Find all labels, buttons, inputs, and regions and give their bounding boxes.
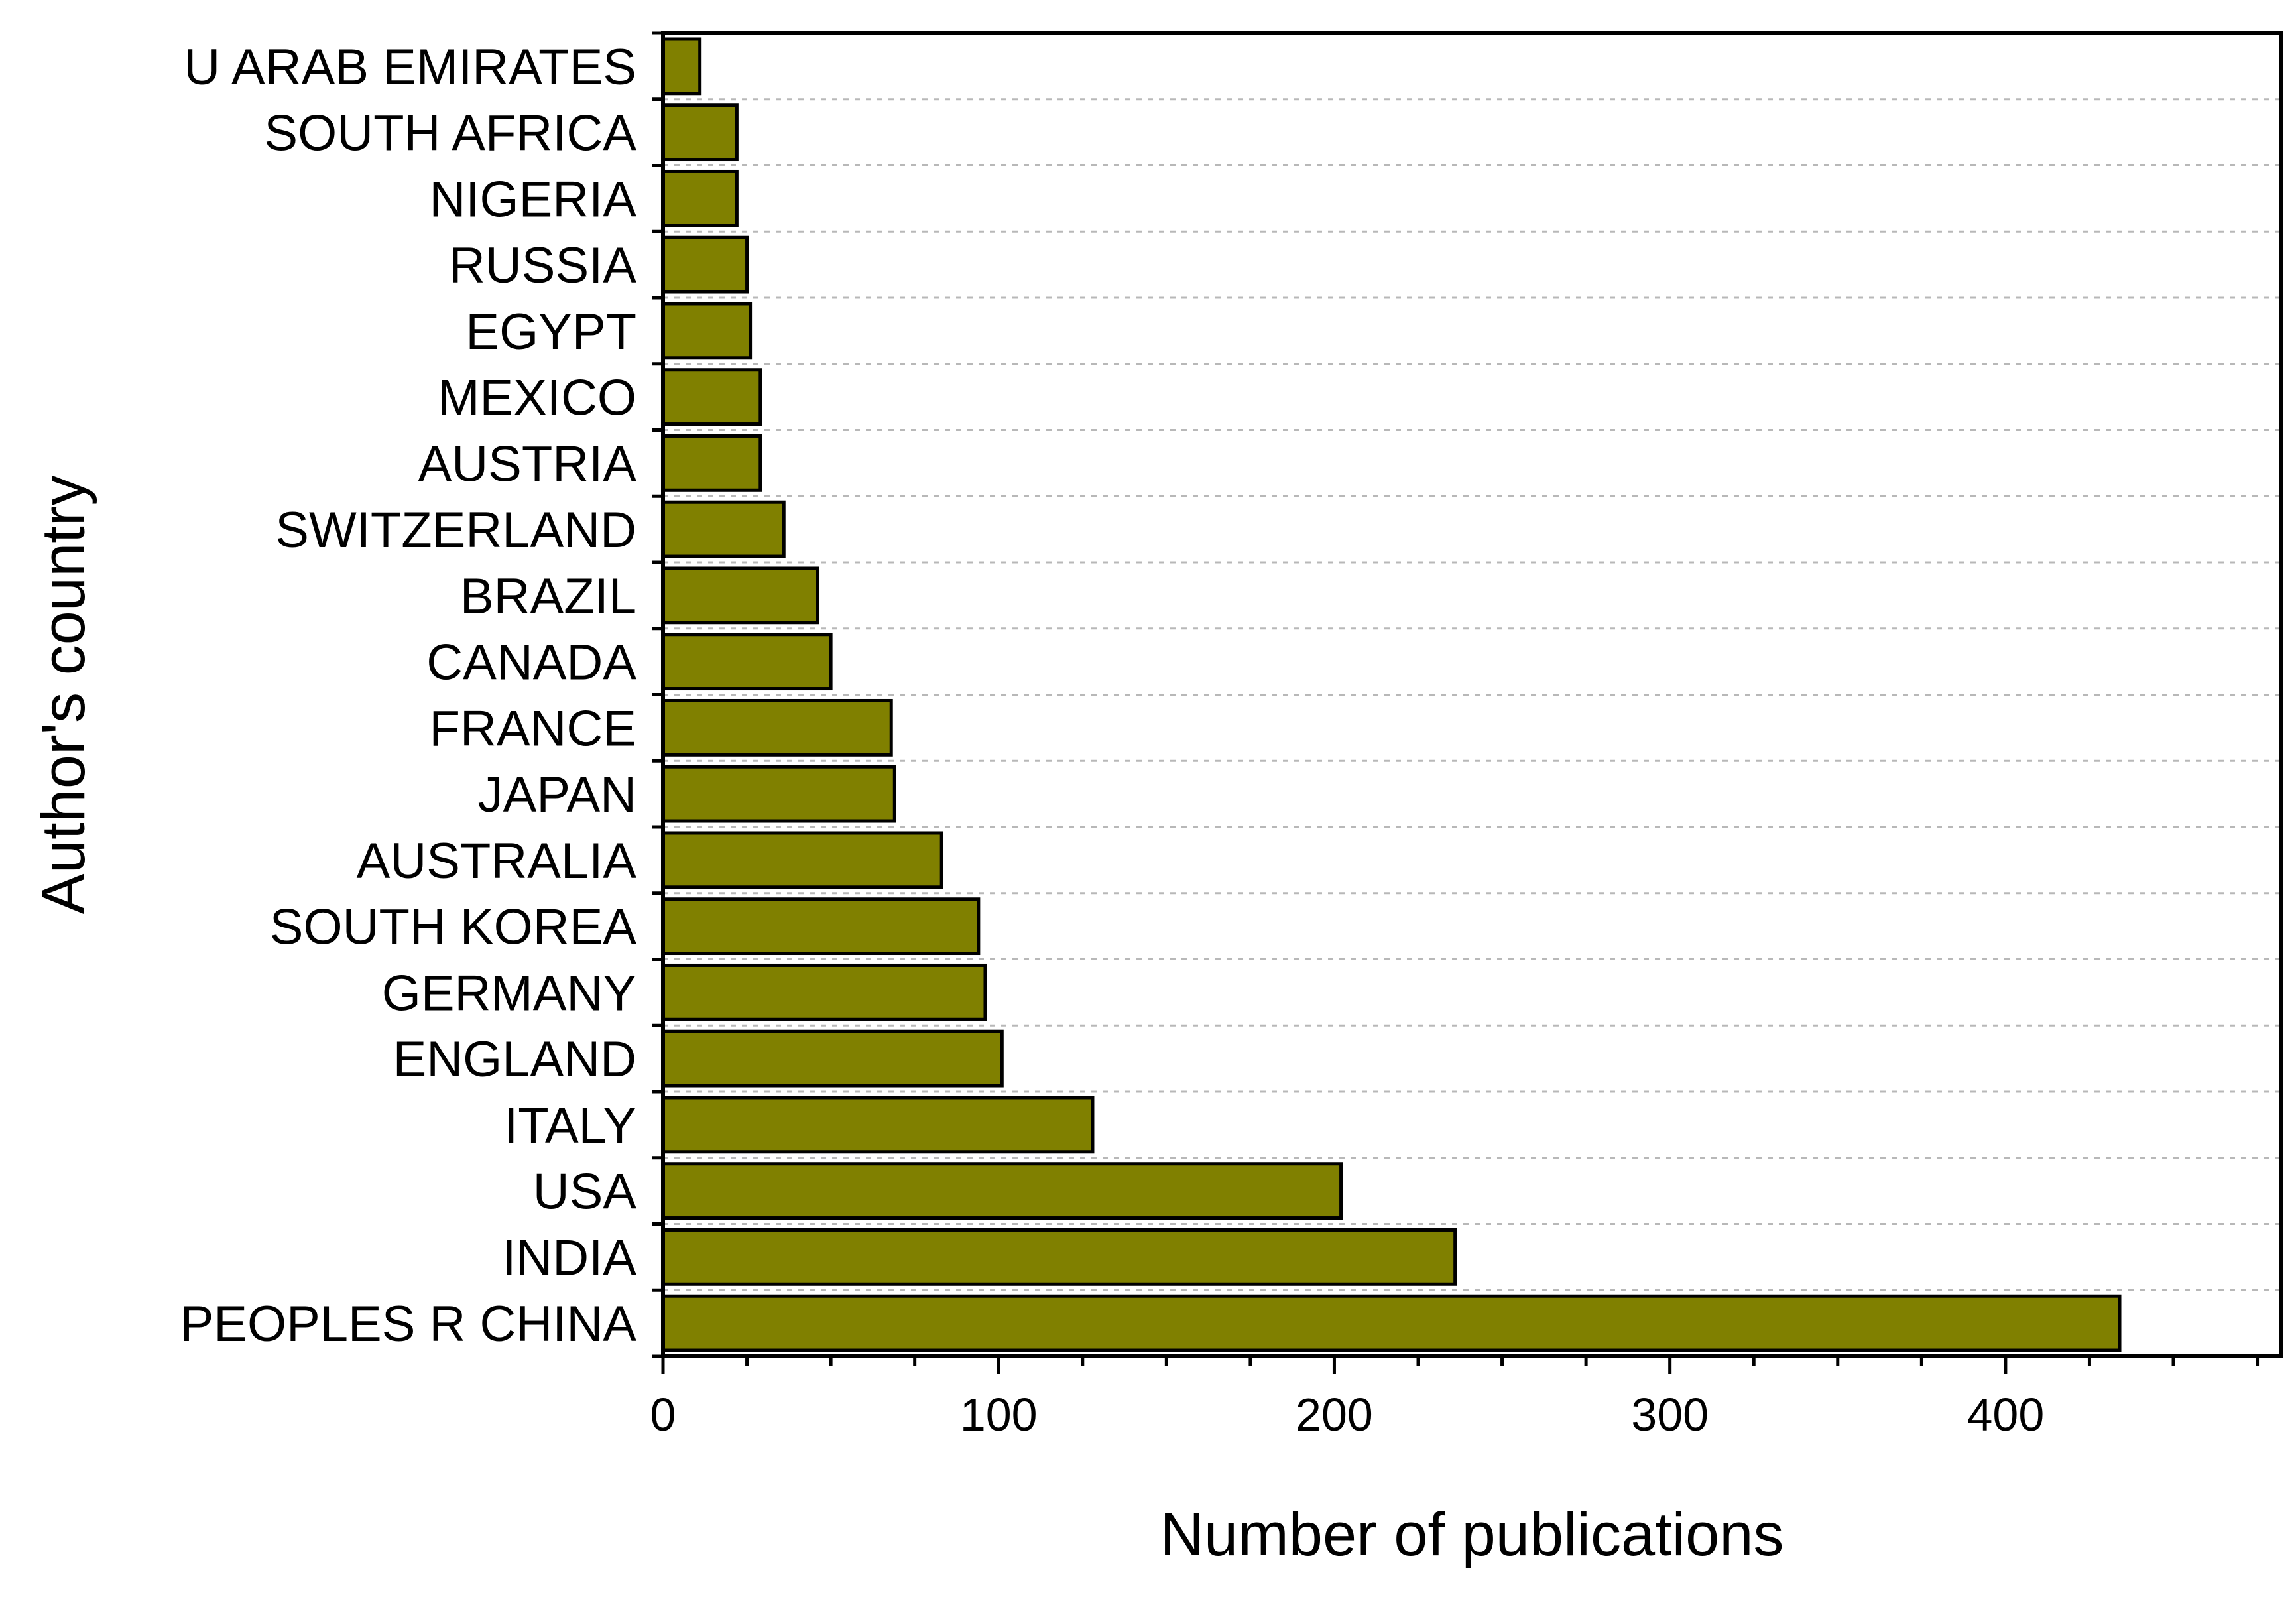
category-label: USA [533, 1164, 637, 1220]
x-tick-label: 400 [1966, 1389, 2044, 1440]
bar [661, 633, 833, 691]
y-axis-title: Author's country [30, 476, 97, 915]
bar [661, 765, 896, 823]
category-label: U ARAB EMIRATES [184, 39, 636, 96]
x-axis-title: Number of publications [1160, 1501, 1784, 1568]
bar [661, 302, 753, 360]
x-tick-label: 300 [1631, 1389, 1709, 1440]
category-label: GERMANY [382, 965, 636, 1021]
bar [661, 1096, 1095, 1154]
category-label: SOUTH KOREA [270, 899, 636, 956]
bar [661, 1228, 1457, 1286]
x-tick-labels: 0 100 200 300 400 [650, 1389, 2045, 1440]
bar [661, 831, 943, 889]
category-label: BRAZIL [460, 568, 636, 625]
category-label: PEOPLES R CHINA [180, 1296, 637, 1352]
x-tick-label: 100 [960, 1389, 1038, 1440]
category-label: ITALY [504, 1098, 636, 1154]
category-label: ENGLAND [393, 1031, 636, 1088]
category-label: AUSTRIA [418, 436, 637, 492]
bar [661, 1029, 1004, 1088]
bar [661, 1294, 2122, 1352]
bar [661, 37, 702, 96]
bar [661, 169, 739, 227]
category-label: EGYPT [465, 304, 636, 360]
category-label: AUSTRALIA [357, 833, 637, 889]
bar [661, 103, 739, 162]
x-tick-label: 200 [1296, 1389, 1373, 1440]
bar [661, 235, 749, 294]
category-label: INDIA [502, 1230, 636, 1286]
category-label: NIGERIA [430, 171, 637, 227]
bar [661, 368, 762, 426]
bar [661, 566, 819, 625]
category-label: SOUTH AFRICA [264, 105, 636, 162]
category-label: CANADA [426, 635, 636, 691]
bar [661, 963, 987, 1021]
category-label: RUSSIA [449, 237, 636, 294]
category-label: SWITZERLAND [275, 502, 636, 558]
bar [661, 434, 762, 492]
axis-ticks [652, 31, 2260, 1374]
category-label: JAPAN [478, 767, 636, 823]
bars [661, 37, 2122, 1352]
bar [661, 1162, 1343, 1220]
bar [661, 897, 981, 956]
bar [661, 500, 786, 558]
category-label: FRANCE [430, 700, 636, 757]
category-labels: PEOPLES R CHINA INDIA USA ITALY ENGLAND GERMA… [180, 39, 637, 1352]
x-tick-label: 0 [650, 1389, 676, 1440]
bar [661, 698, 893, 757]
category-label: MEXICO [438, 370, 636, 426]
